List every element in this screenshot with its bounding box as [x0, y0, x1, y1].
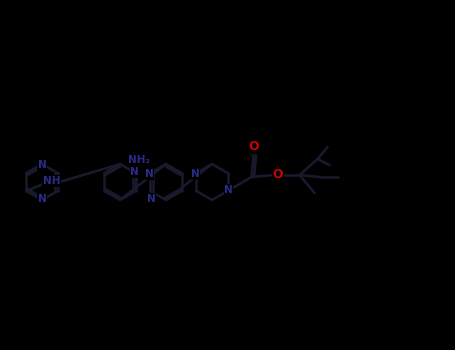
Text: NH: NH: [43, 176, 60, 186]
Text: O: O: [248, 140, 259, 154]
Text: NH₂: NH₂: [127, 155, 150, 165]
Text: N: N: [147, 194, 156, 204]
Text: N: N: [38, 160, 46, 170]
Text: N: N: [191, 169, 200, 179]
Text: N: N: [145, 169, 154, 179]
Text: N: N: [38, 194, 46, 204]
Text: N: N: [224, 185, 233, 195]
Text: O: O: [272, 168, 283, 182]
Text: N: N: [130, 167, 139, 177]
